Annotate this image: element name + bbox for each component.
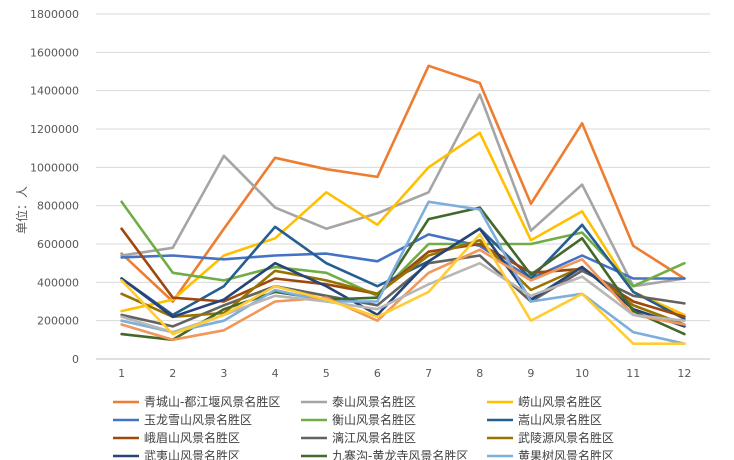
y-axis-ticks: 0 200000 400000 600000 800000 1000000 1200000 1… [30,8,79,366]
series-line-10 [120,227,686,328]
series-line-3 [120,131,686,317]
y-tick-label: 600000 [37,238,79,251]
legend-item: 青城山-都江堰风景名胜区 [113,394,280,409]
y-axis-label: 单位：人 [14,186,29,234]
y-tick-label: 0 [72,353,79,366]
y-tick-label: 200000 [37,315,79,328]
x-tick-label: 11 [626,367,640,380]
legend-label: 玉龙雪山风景名胜区 [144,412,252,427]
legend-label: 黄果树风景名胜区 [518,448,614,460]
legend-label: 泰山风景名胜区 [332,394,416,409]
legend-label: 衡山风景名胜区 [332,412,416,427]
x-tick-label: 2 [169,367,176,380]
series-line-15 [120,233,686,346]
y-tick-label: 1600000 [30,46,79,59]
x-tick-label: 12 [677,367,691,380]
series-lines [120,64,686,346]
y-tick-label: 1000000 [30,161,79,174]
series-line-12 [120,200,686,346]
x-tick-label: 1 [118,367,125,380]
legend-label: 嵩山风景名胜区 [518,412,602,427]
legend-item: 漓江风景名胜区 [301,430,416,445]
legend-item: 九寨沟-黄龙寺风景名胜区 [301,448,468,460]
series-line-2 [120,93,686,288]
y-tick-label: 1400000 [30,85,79,98]
x-tick-label: 3 [220,367,227,380]
series-line-5 [120,200,686,298]
grid-lines [96,13,710,360]
x-tick-label: 5 [323,367,330,380]
legend-label: 九寨沟-黄龙寺风景名胜区 [332,448,468,460]
legend-label: 青城山-都江堰风景名胜区 [144,394,280,409]
legend-item: 武陵源风景名胜区 [487,430,614,445]
y-tick-label: 1800000 [30,8,79,21]
y-tick-label: 400000 [37,276,79,289]
legend-item: 衡山风景名胜区 [301,412,416,427]
y-tick-label: 1200000 [30,123,79,136]
legend-label: 崂山风景名胜区 [518,394,602,409]
series-line-1 [120,64,686,303]
x-tick-label: 8 [476,367,483,380]
legend-item: 嵩山风景名胜区 [487,412,602,427]
series-line-4 [120,233,686,280]
legend-item: 武夷山风景名胜区 [113,448,240,460]
legend-item: 黄果树风景名胜区 [487,448,614,460]
legend-label: 漓江风景名胜区 [332,430,416,445]
x-tick-label: 10 [575,367,589,380]
legend-item: 玉龙雪山风景名胜区 [113,412,252,427]
x-tick-label: 4 [272,367,279,380]
legend-item: 峨眉山风景名胜区 [113,430,240,445]
legend-item: 崂山风景名胜区 [487,394,602,409]
legend-label: 武陵源风景名胜区 [518,430,614,445]
y-tick-label: 800000 [37,200,79,213]
x-tick-label: 9 [527,367,534,380]
x-axis-ticks: 1 2 3 4 5 6 7 8 9 10 11 12 [118,367,691,380]
legend-item: 泰山风景名胜区 [301,394,416,409]
legend-label: 武夷山风景名胜区 [144,448,240,460]
legend-label: 峨眉山风景名胜区 [144,430,240,445]
x-tick-label: 6 [374,367,381,380]
x-tick-label: 7 [425,367,432,380]
series-line-11 [120,206,686,342]
